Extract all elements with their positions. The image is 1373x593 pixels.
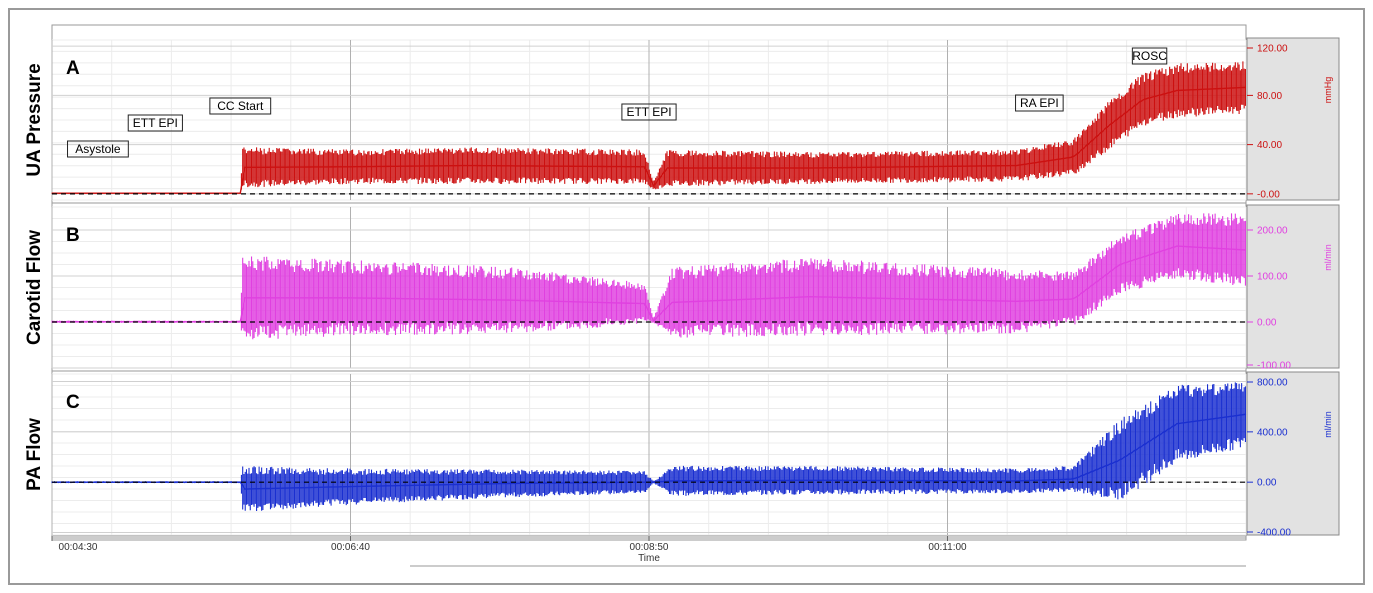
y-tick-label: 0.00: [1257, 318, 1277, 329]
panel-b: 200.00 100.00 0.00 -100.00 ml/min Carotid Flo…: [24, 204, 1340, 372]
event-box: [67, 140, 129, 158]
event-box: [621, 103, 677, 121]
axis-panel: [1246, 371, 1340, 536]
y-tick-label: 120.00: [1257, 44, 1288, 55]
x-tick-label: 00:11:00: [928, 542, 967, 553]
event-label: RA EPI: [1020, 96, 1059, 110]
trace-centerline: [52, 86, 1247, 194]
panel-letter: C: [66, 392, 80, 413]
panel-letter: B: [66, 225, 80, 246]
trace-centerline: [52, 245, 1247, 323]
axis-panel: [1246, 37, 1340, 201]
x-axis-title: Time: [638, 553, 660, 564]
y-tick-label: 40.00: [1257, 140, 1282, 151]
event-box: [209, 97, 272, 115]
y-tick-label: -0.00: [1257, 189, 1280, 200]
event-box: [1131, 47, 1168, 65]
event-label: ETT EPI: [626, 105, 671, 119]
x-tick-label: 00:04:30: [59, 542, 98, 553]
panel-c: 800.00 400.00 0.00 -400.00 ml/min PA Flow C: [24, 371, 1340, 539]
row-label: Carotid Flow: [24, 230, 45, 345]
unit-label: ml/min: [1323, 244, 1333, 271]
event-box: [1015, 94, 1064, 112]
y-tick-label: 0.00: [1257, 478, 1277, 489]
x-tick-label: 00:06:40: [331, 542, 370, 553]
row-label: UA Pressure: [24, 63, 45, 176]
y-tick-label: 200.00: [1257, 226, 1288, 237]
unit-label: ml/min: [1323, 411, 1333, 438]
y-tick-label: 800.00: [1257, 378, 1288, 389]
event-label: ROSC: [1132, 49, 1167, 63]
event-label: CC Start: [217, 99, 264, 113]
y-tick-label: 400.00: [1257, 427, 1288, 438]
axis-panel: [1246, 204, 1340, 369]
row-label: PA Flow: [24, 418, 45, 491]
unit-label: mmHg: [1323, 77, 1333, 104]
y-tick-label: 80.00: [1257, 91, 1282, 102]
y-tick-label: -100.00: [1257, 361, 1291, 372]
y-tick-label: 100.00: [1257, 272, 1288, 283]
y-tick-label: -400.00: [1257, 528, 1291, 539]
event-box: [127, 114, 183, 132]
event-label: Asystole: [75, 142, 121, 156]
x-tick-label: 00:08:50: [630, 542, 669, 553]
panel-letter: A: [66, 58, 80, 79]
event-label: ETT EPI: [133, 116, 178, 130]
